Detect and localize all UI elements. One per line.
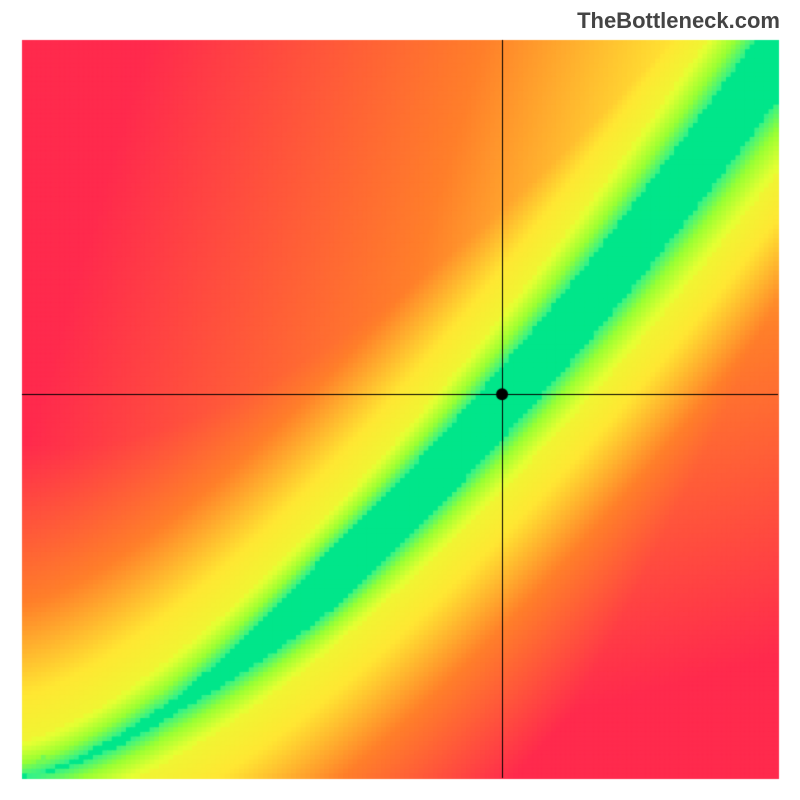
overlay-canvas: [0, 0, 800, 800]
watermark-text: TheBottleneck.com: [577, 8, 780, 34]
bottleneck-heatmap-chart: TheBottleneck.com: [0, 0, 800, 800]
